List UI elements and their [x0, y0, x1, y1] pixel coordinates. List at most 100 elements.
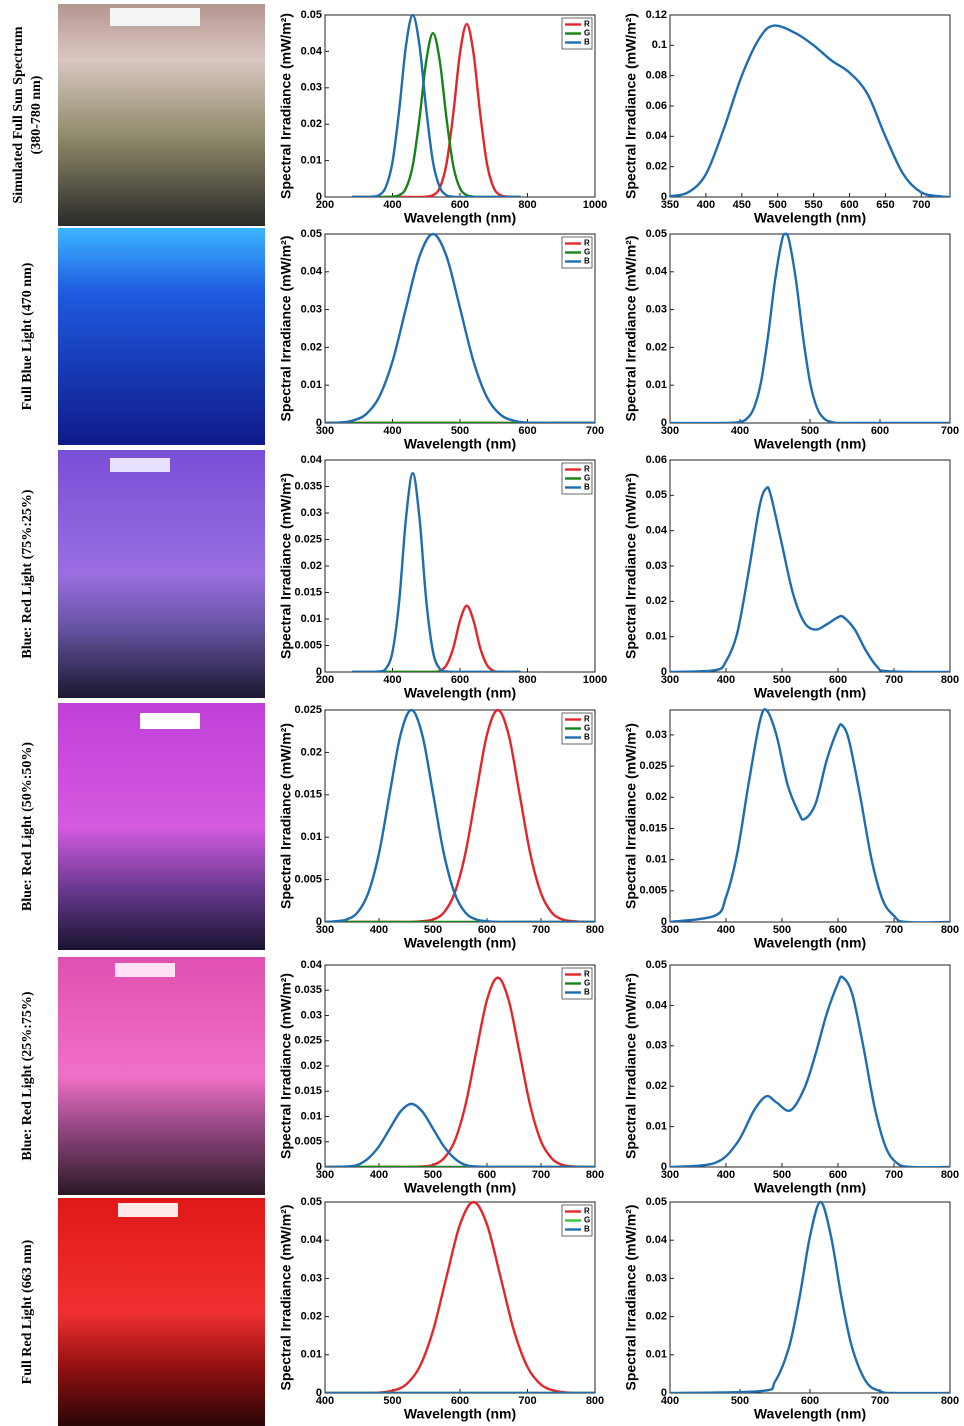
x-tick-label: 400	[717, 674, 735, 686]
y-tick-label: 0.02	[646, 1080, 667, 1092]
y-tick-label: 0.04	[646, 130, 668, 142]
y-tick-label: 0.03	[301, 1009, 322, 1021]
legend-label: G	[584, 979, 590, 988]
y-tick-label: 0	[316, 1161, 322, 1173]
y-tick-label: 0.02	[301, 1060, 322, 1072]
plot-area	[324, 233, 596, 424]
plot-lines	[670, 486, 950, 672]
series-line	[325, 708, 595, 922]
x-tick-label: 400	[383, 425, 401, 437]
x-axis-label: Wavelength (nm)	[754, 935, 866, 951]
y-tick-label: 0	[661, 417, 667, 429]
x-tick-label: 600	[451, 199, 469, 211]
y-tick-label: 0.01	[301, 1110, 322, 1122]
y-tick-label: 0.03	[646, 304, 667, 316]
y-tick-label: 0	[316, 417, 322, 429]
y-tick-label: 0.02	[646, 341, 667, 353]
y-tick-label: 0.02	[301, 341, 322, 353]
x-tick-label: 500	[383, 1395, 401, 1407]
legend-label: R	[584, 465, 590, 474]
series-line	[670, 1200, 950, 1393]
y-axis-label: Spectral Irradiance (mW/m²)	[623, 236, 639, 422]
y-tick-label: 0.015	[294, 1085, 322, 1097]
x-axis-label: Wavelength (nm)	[754, 210, 866, 226]
x-tick-label: 700	[912, 199, 930, 211]
plot-area	[324, 459, 596, 673]
y-tick-label: 0.01	[646, 854, 667, 866]
y-tick-label: 0.02	[301, 118, 322, 130]
legend-label: R	[584, 970, 590, 979]
y-tick-label: 0.03	[646, 1272, 667, 1284]
legend-label: G	[584, 248, 590, 257]
lamp	[118, 1203, 178, 1217]
photo	[58, 450, 265, 698]
photo	[58, 4, 265, 226]
x-tick-label: 400	[697, 199, 715, 211]
y-tick-label: 0	[316, 1387, 322, 1399]
x-tick-label: 500	[773, 1169, 791, 1181]
plot-area	[669, 1201, 951, 1394]
y-tick-label: 0	[661, 191, 667, 203]
plot-lines	[670, 708, 950, 922]
plot-lines	[325, 708, 595, 922]
x-tick-label: 800	[518, 199, 536, 211]
plot-area	[669, 459, 951, 673]
row-label: Full Blue Light (470 nm)	[20, 262, 35, 410]
legend-label: R	[584, 20, 590, 29]
x-tick-label: 500	[801, 425, 819, 437]
chart: 0 0.005 0.01 0.015 0.02 0.025 0.03 300 400 500 600…	[623, 708, 959, 951]
plot-lines	[670, 232, 950, 423]
y-tick-label: 0.05	[301, 1196, 322, 1208]
legend-label: B	[584, 1225, 590, 1234]
x-axis-label: Wavelength (nm)	[404, 210, 516, 226]
x-tick-label: 200	[316, 674, 334, 686]
legend-label: B	[584, 257, 590, 266]
x-axis-label: Wavelength (nm)	[404, 1406, 516, 1422]
y-tick-label: 0.04	[301, 1234, 323, 1246]
row-label: Blue: Red Light (25%:75%)	[20, 991, 35, 1161]
y-tick-label: 0.005	[294, 1136, 322, 1148]
series-line	[352, 31, 521, 197]
x-tick-label: 800	[586, 1169, 604, 1181]
series-line	[325, 708, 595, 922]
x-tick-label: 800	[941, 1169, 959, 1181]
y-tick-label: 0	[316, 916, 322, 928]
y-tick-label: 0.02	[646, 1311, 667, 1323]
series-line	[670, 232, 950, 423]
y-tick-label: 0.04	[646, 525, 668, 537]
x-axis-label: Wavelength (nm)	[754, 685, 866, 701]
legend-label: G	[584, 474, 590, 483]
x-tick-label: 400	[717, 1169, 735, 1181]
x-tick-label: 600	[829, 924, 847, 936]
x-tick-label: 650	[876, 199, 894, 211]
y-tick-label: 0.04	[301, 45, 323, 57]
plot-area	[324, 709, 596, 923]
chart: 0 0.01 0.02 0.03 0.04 0.05 400 500 600 700 800 Wave…	[623, 1196, 959, 1422]
plot-area	[324, 964, 596, 1168]
series-line	[670, 24, 950, 197]
plot-area	[669, 964, 951, 1168]
y-tick-label: 0.025	[639, 760, 667, 772]
y-tick-label: 0.03	[646, 1040, 667, 1052]
plot-area	[669, 709, 951, 923]
x-tick-label: 400	[370, 924, 388, 936]
plot-lines	[670, 24, 950, 197]
row-label: Full Red Light (663 nm)	[20, 1239, 35, 1384]
y-tick-label: 0	[316, 191, 322, 203]
x-tick-label: 700	[532, 1169, 550, 1181]
y-tick-label: 0.04	[646, 266, 668, 278]
y-tick-label: 0.06	[646, 454, 667, 466]
x-axis-label: Wavelength (nm)	[754, 1180, 866, 1196]
x-tick-label: 500	[424, 1169, 442, 1181]
y-tick-label: 0.03	[301, 1272, 322, 1284]
x-axis-label: Wavelength (nm)	[404, 1180, 516, 1196]
y-tick-label: 0.1	[652, 39, 667, 51]
chart: 0 0.01 0.02 0.03 0.04 0.05 200 400 600 800 1000 Wav…	[278, 9, 608, 226]
photo	[58, 957, 265, 1195]
y-tick-label: 0.03	[646, 560, 667, 572]
y-axis-label: Spectral Irradiance (mW/m²)	[623, 13, 639, 199]
x-tick-label: 600	[478, 924, 496, 936]
y-tick-label: 0.03	[301, 507, 322, 519]
chart: 0 0.005 0.01 0.015 0.02 0.025 0.03 0.035 0.04 300…	[278, 959, 604, 1196]
x-tick-label: 600	[518, 425, 536, 437]
